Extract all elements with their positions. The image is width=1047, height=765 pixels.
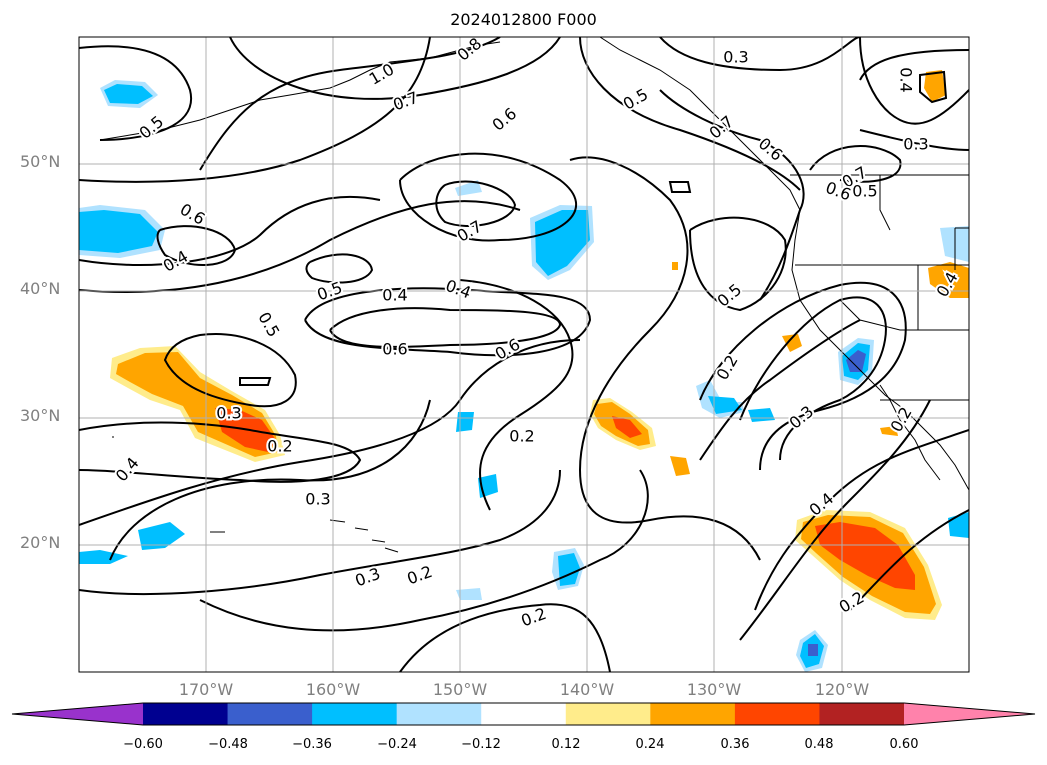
contour-label: 0.3 (216, 404, 241, 423)
lat-label-20n: 20°N (20, 533, 61, 552)
colorbar-tick: −0.24 (377, 737, 417, 752)
contour-label: 0.2 (509, 427, 534, 446)
lat-label-30n: 30°N (20, 406, 61, 425)
coastlines (99, 37, 969, 553)
colorbar-segment (227, 703, 313, 725)
colorbar-tick: 0.48 (804, 737, 834, 752)
colorbar-tick: −0.48 (208, 737, 248, 752)
lon-label-160w: 160°W (305, 680, 361, 699)
colorbar-segment (650, 703, 736, 725)
colorbar-tick: 0.60 (889, 737, 919, 752)
contour-lines (79, 37, 969, 672)
map-plot-area: 0.81.00.70.5 0.60.30.50.70.60.40.70.60.50… (79, 37, 969, 672)
colorbar-tick: −0.60 (123, 737, 163, 752)
lat-label-50n: 50°N (20, 152, 61, 171)
lon-label-120w: 120°W (814, 680, 870, 699)
contour-label: 0.4 (382, 286, 407, 305)
gridlines (79, 37, 969, 672)
contour-label: 0.5 (852, 182, 877, 201)
contour-label: 0.6 (382, 340, 407, 359)
contour-label: 0.3 (305, 490, 330, 509)
contour-label: 0.3 (903, 135, 928, 154)
colorbar-left-extension (12, 703, 143, 725)
colorbar-tick: 0.24 (635, 737, 665, 752)
colorbar-segment (396, 703, 482, 725)
colorbar-tick: 0.12 (551, 737, 581, 752)
colorbar-tick: −0.12 (461, 737, 501, 752)
colorbar-segment (143, 703, 229, 725)
colorbar-segment (734, 703, 820, 725)
colorbar-segment (481, 703, 567, 725)
colorbar-tick: 0.36 (720, 737, 750, 752)
colorbar-segment (819, 703, 905, 725)
shaded-fields (79, 70, 969, 672)
colorbar-segment (565, 703, 651, 725)
lon-label-170w: 170°W (178, 680, 234, 699)
colorbar-right-extension (904, 703, 1035, 725)
colorbar-tick: −0.36 (292, 737, 332, 752)
map-frame (78, 36, 970, 673)
lat-label-40n: 40°N (20, 279, 61, 298)
lon-label-140w: 140°W (559, 680, 615, 699)
colorbar (11, 702, 1036, 726)
contour-label: 0.3 (723, 48, 748, 67)
lon-label-150w: 150°W (432, 680, 488, 699)
map-title: 2024012800 F000 (450, 10, 597, 29)
contour-label: 0.4 (897, 67, 916, 92)
colorbar-segment (312, 703, 398, 725)
contour-label: 0.2 (267, 437, 292, 456)
lon-label-130w: 130°W (686, 680, 742, 699)
